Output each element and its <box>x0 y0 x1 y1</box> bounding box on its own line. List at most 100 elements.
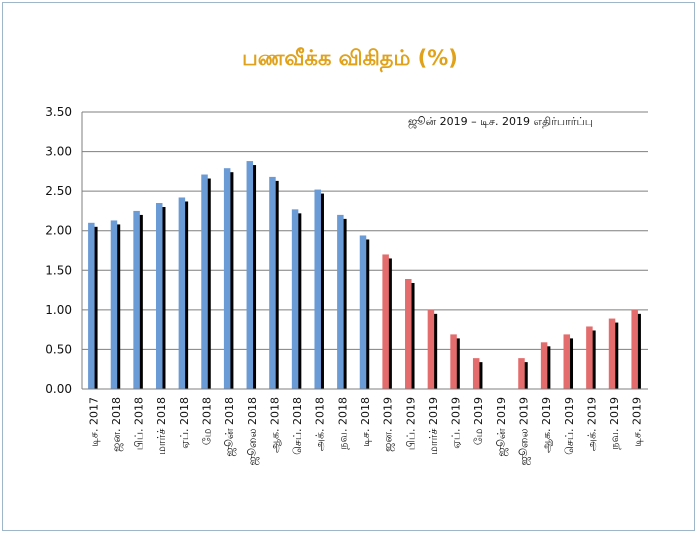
x-tick-label: செப். 2019 <box>563 397 576 455</box>
x-tick-label: நவ. 2019 <box>608 397 621 450</box>
bar-shadow <box>227 172 234 389</box>
y-tick-label: 3.00 <box>45 145 72 159</box>
bar-shadow <box>205 178 211 389</box>
bar-fill <box>631 309 638 389</box>
bar-fill <box>450 334 457 389</box>
chart-title: பணவீக்க விகிதம் (%) <box>242 46 458 70</box>
bar-fill <box>314 189 321 389</box>
x-tick-label: பிப். 2019 <box>404 397 417 450</box>
forecast-annotation: ஜூன் 2019 – டிச. 2019 எதிர்பார்ப்பு <box>408 115 593 129</box>
bar <box>223 168 234 389</box>
x-tick-label: ஏப். 2018 <box>178 397 191 449</box>
bar <box>427 309 438 389</box>
x-tick-label: மார்ச் 2019 <box>427 397 440 455</box>
x-tick-label: மே 2019 <box>472 397 485 445</box>
bar <box>382 254 392 389</box>
bar <box>563 334 574 389</box>
bar <box>359 235 370 389</box>
x-tick-label: டிச. 2019 <box>631 397 644 447</box>
bar <box>472 358 483 389</box>
bar-fill <box>540 342 548 389</box>
x-tick-label: ஜூலை 2019 <box>517 397 531 466</box>
bar-shadow <box>612 322 619 389</box>
bar-fill <box>110 220 118 389</box>
x-tick-label: ஜூன் 2019 <box>495 397 509 457</box>
bar-shadow <box>386 258 392 389</box>
x-tick-label: ஆக. 2018 <box>268 397 281 453</box>
bar <box>450 334 460 389</box>
x-tick-label: பிப். 2018 <box>133 397 146 450</box>
bar <box>246 161 257 389</box>
bar <box>201 174 211 389</box>
y-tick-label: 2.00 <box>45 224 72 238</box>
x-tick-label: நவ. 2018 <box>336 397 349 450</box>
bar-fill <box>246 161 254 389</box>
bar <box>518 358 528 389</box>
x-tick-label: டிச. 2018 <box>359 397 372 447</box>
bar <box>291 209 302 389</box>
bar-shadow <box>273 180 279 389</box>
x-tick-label: மார்ச் 2018 <box>155 397 168 455</box>
bar-fill <box>269 176 276 389</box>
bar <box>155 203 166 389</box>
bar <box>314 189 324 389</box>
bar <box>178 197 189 389</box>
x-tick-label: ஆக. 2019 <box>540 397 553 453</box>
bar-shadow <box>318 193 324 389</box>
x-tick-label: அக். 2019 <box>585 397 598 451</box>
bar-shadow <box>454 338 460 389</box>
bar-shadow <box>409 282 415 389</box>
bar-fill <box>178 197 186 389</box>
x-tick-label: செப். 2018 <box>291 397 304 455</box>
y-tick-label: 3.50 <box>45 105 72 119</box>
bar-shadow <box>635 313 641 389</box>
bar-shadow <box>431 313 438 389</box>
bar-fill <box>155 203 163 389</box>
bar-shadow <box>567 338 574 389</box>
bar-shadow <box>182 201 189 389</box>
y-tick-label: 1.50 <box>45 263 72 277</box>
bar <box>88 222 98 389</box>
x-tick-label: ஜன. 2019 <box>382 397 396 452</box>
y-tick-label: 0.50 <box>45 342 72 356</box>
bar-shadow <box>250 165 257 389</box>
x-tick-label: அக். 2018 <box>314 397 327 451</box>
bar-fill <box>359 235 367 389</box>
y-tick-label: 0.00 <box>45 382 72 396</box>
bar-fill <box>608 318 616 389</box>
bar-fill <box>291 209 299 389</box>
x-tick-label: ஜூன் 2018 <box>223 397 237 457</box>
bar-shadow <box>295 213 302 389</box>
x-tick-label: ஜன. 2018 <box>110 397 124 452</box>
bar <box>405 278 415 389</box>
bar-fill <box>223 168 231 389</box>
bar <box>337 214 347 389</box>
bar-shadow <box>92 226 98 389</box>
bar <box>133 210 143 389</box>
x-tick-label: ஏப். 2019 <box>450 397 463 449</box>
bar-fill <box>563 334 571 389</box>
bar <box>269 176 279 389</box>
bar-shadow <box>137 214 143 389</box>
bar-shadow <box>522 362 528 389</box>
bar-fill <box>382 254 389 389</box>
bar-shadow <box>159 207 166 389</box>
bar-fill <box>427 309 435 389</box>
bar-fill <box>472 358 480 389</box>
bar-shadow <box>544 346 551 389</box>
x-tick-label: டிச. 2017 <box>87 397 100 447</box>
bar-shadow <box>363 239 370 389</box>
bar-fill <box>586 326 593 389</box>
bar-shadow <box>341 218 347 389</box>
bar-fill <box>518 358 525 389</box>
bar <box>608 318 619 389</box>
bar-fill <box>133 210 140 389</box>
bar <box>631 309 641 389</box>
bar <box>586 326 596 389</box>
bar <box>110 220 121 389</box>
bar-fill <box>201 174 208 389</box>
y-tick-label: 2.50 <box>45 184 72 198</box>
bar <box>540 342 551 389</box>
bar-fill <box>88 222 95 389</box>
